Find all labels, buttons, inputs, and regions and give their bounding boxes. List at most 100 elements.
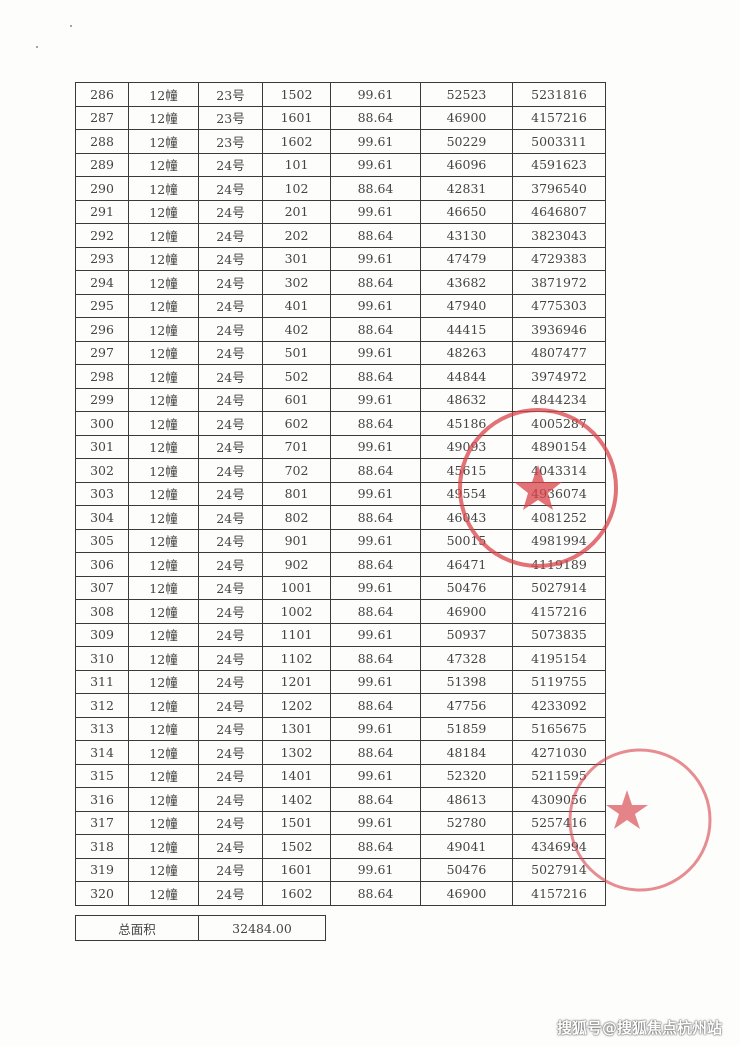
cell-unit-price: 45186 bbox=[420, 411, 513, 436]
cell-total-price: 4157216 bbox=[512, 105, 606, 130]
cell-area: 88.64 bbox=[330, 787, 421, 812]
cell-unit-price: 49093 bbox=[420, 434, 513, 459]
cell-room: 301 bbox=[262, 246, 331, 271]
cell-area: 88.64 bbox=[330, 552, 421, 577]
table-row: 315 12幢 24号 1401 99.61 52320 5211595 bbox=[75, 763, 606, 788]
cell-room: 1601 bbox=[262, 105, 331, 130]
cell-unit: 24号 bbox=[198, 481, 263, 506]
cell-building: 12幢 bbox=[128, 505, 199, 530]
cell-unit-price: 47328 bbox=[420, 646, 513, 671]
cell-area: 88.64 bbox=[330, 223, 421, 248]
cell-unit: 24号 bbox=[198, 857, 263, 882]
cell-area: 99.61 bbox=[330, 575, 421, 600]
cell-row-number: 303 bbox=[75, 481, 129, 506]
cell-building: 12幢 bbox=[128, 176, 199, 201]
cell-area: 88.64 bbox=[330, 364, 421, 389]
cell-total-price: 4005287 bbox=[512, 411, 606, 436]
cell-unit: 24号 bbox=[198, 223, 263, 248]
table-row: 288 12幢 23号 1602 99.61 50229 5003311 bbox=[75, 129, 606, 154]
cell-building: 12幢 bbox=[128, 317, 199, 342]
cell-building: 12幢 bbox=[128, 129, 199, 154]
cell-building: 12幢 bbox=[128, 552, 199, 577]
table-row: 312 12幢 24号 1202 88.64 47756 4233092 bbox=[75, 693, 606, 718]
cell-unit: 24号 bbox=[198, 199, 263, 224]
cell-unit: 24号 bbox=[198, 458, 263, 483]
cell-room: 1202 bbox=[262, 693, 331, 718]
cell-area: 99.61 bbox=[330, 129, 421, 154]
table-row: 305 12幢 24号 901 99.61 50015 4981994 bbox=[75, 528, 606, 553]
cell-building: 12幢 bbox=[128, 387, 199, 412]
cell-building: 12幢 bbox=[128, 152, 199, 177]
price-table: 286 12幢 23号 1502 99.61 52523 5231816 287 12幢 23号 1… bbox=[75, 82, 606, 906]
cell-area: 99.61 bbox=[330, 199, 421, 224]
table-row: 290 12幢 24号 102 88.64 42831 3796540 bbox=[75, 176, 606, 201]
cell-room: 1501 bbox=[262, 810, 331, 835]
cell-building: 12幢 bbox=[128, 575, 199, 600]
cell-building: 12幢 bbox=[128, 599, 199, 624]
cell-unit: 24号 bbox=[198, 810, 263, 835]
cell-room: 1001 bbox=[262, 575, 331, 600]
cell-area: 88.64 bbox=[330, 270, 421, 295]
cell-row-number: 293 bbox=[75, 246, 129, 271]
cell-unit: 23号 bbox=[198, 129, 263, 154]
cell-area: 88.64 bbox=[330, 105, 421, 130]
table-row: 298 12幢 24号 502 88.64 44844 3974972 bbox=[75, 364, 606, 389]
cell-row-number: 311 bbox=[75, 669, 129, 694]
cell-unit-price: 46650 bbox=[420, 199, 513, 224]
total-area-value: 32484.00 bbox=[198, 915, 326, 941]
cell-row-number: 288 bbox=[75, 129, 129, 154]
cell-total-price: 5231816 bbox=[512, 82, 606, 107]
cell-row-number: 289 bbox=[75, 152, 129, 177]
cell-total-price: 5257416 bbox=[512, 810, 606, 835]
cell-area: 88.64 bbox=[330, 740, 421, 765]
cell-unit: 24号 bbox=[198, 646, 263, 671]
cell-row-number: 314 bbox=[75, 740, 129, 765]
total-area-label: 总面积 bbox=[75, 915, 199, 941]
cell-building: 12幢 bbox=[128, 411, 199, 436]
cell-area: 88.64 bbox=[330, 411, 421, 436]
cell-unit: 24号 bbox=[198, 881, 263, 906]
cell-building: 12幢 bbox=[128, 881, 199, 906]
cell-building: 12幢 bbox=[128, 223, 199, 248]
cell-room: 302 bbox=[262, 270, 331, 295]
cell-area: 99.61 bbox=[330, 622, 421, 647]
cell-unit-price: 52780 bbox=[420, 810, 513, 835]
cell-row-number: 301 bbox=[75, 434, 129, 459]
cell-area: 99.61 bbox=[330, 481, 421, 506]
cell-room: 401 bbox=[262, 293, 331, 318]
cell-area: 99.61 bbox=[330, 293, 421, 318]
cell-building: 12幢 bbox=[128, 740, 199, 765]
cell-total-price: 4119189 bbox=[512, 552, 606, 577]
cell-unit: 23号 bbox=[198, 82, 263, 107]
cell-room: 102 bbox=[262, 176, 331, 201]
cell-building: 12幢 bbox=[128, 364, 199, 389]
cell-building: 12幢 bbox=[128, 270, 199, 295]
cell-total-price: 4936074 bbox=[512, 481, 606, 506]
cell-room: 701 bbox=[262, 434, 331, 459]
table-row: 293 12幢 24号 301 99.61 47479 4729383 bbox=[75, 246, 606, 271]
cell-building: 12幢 bbox=[128, 82, 199, 107]
cell-unit: 24号 bbox=[198, 787, 263, 812]
table-row: 306 12幢 24号 902 88.64 46471 4119189 bbox=[75, 552, 606, 577]
cell-total-price: 3796540 bbox=[512, 176, 606, 201]
cell-total-price: 4271030 bbox=[512, 740, 606, 765]
cell-building: 12幢 bbox=[128, 646, 199, 671]
cell-room: 1002 bbox=[262, 599, 331, 624]
cell-area: 99.61 bbox=[330, 716, 421, 741]
cell-row-number: 302 bbox=[75, 458, 129, 483]
cell-row-number: 290 bbox=[75, 176, 129, 201]
cell-unit: 24号 bbox=[198, 505, 263, 530]
table-row: 292 12幢 24号 202 88.64 43130 3823043 bbox=[75, 223, 606, 248]
cell-area: 99.61 bbox=[330, 434, 421, 459]
cell-row-number: 318 bbox=[75, 834, 129, 859]
cell-unit-price: 47940 bbox=[420, 293, 513, 318]
cell-row-number: 317 bbox=[75, 810, 129, 835]
scan-speck bbox=[36, 46, 38, 48]
cell-total-price: 5073835 bbox=[512, 622, 606, 647]
cell-area: 99.61 bbox=[330, 152, 421, 177]
cell-room: 801 bbox=[262, 481, 331, 506]
cell-total-price: 3823043 bbox=[512, 223, 606, 248]
cell-unit-price: 50015 bbox=[420, 528, 513, 553]
cell-building: 12幢 bbox=[128, 693, 199, 718]
cell-room: 1402 bbox=[262, 787, 331, 812]
